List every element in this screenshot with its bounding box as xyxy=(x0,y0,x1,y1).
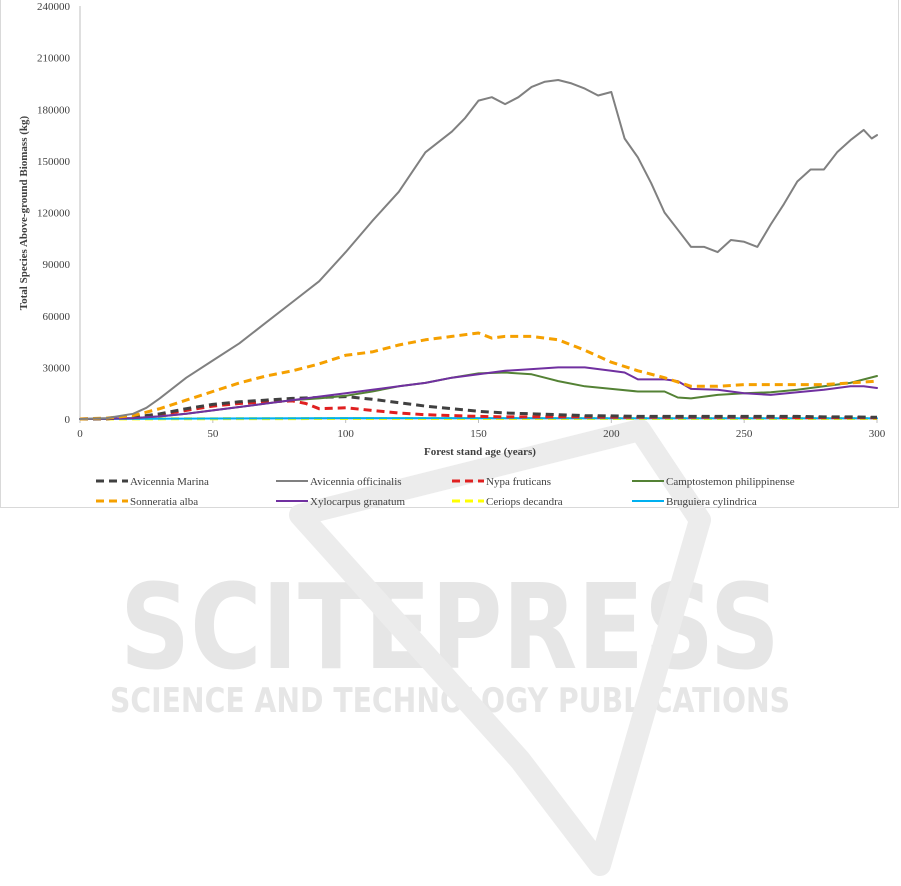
axes: 0 30000 60000 90000 120000 150000 180000 210000… xyxy=(37,1,886,440)
series-line-sonneratia-alba xyxy=(79,331,878,421)
legend: Avicennia Marina Avicennia officinalis Nyp… xyxy=(96,476,795,508)
y-tick-label: 210000 xyxy=(37,53,71,65)
y-tick-label: 120000 xyxy=(37,208,71,220)
legend-label: Xylocarpus granatum xyxy=(310,496,405,508)
watermark-arrow-shape xyxy=(289,419,711,876)
legend-label: Bruguiera cylindrica xyxy=(666,496,757,508)
legend-label: Camptostemon philippinense xyxy=(666,476,795,488)
y-tick-label: 30000 xyxy=(43,362,71,374)
watermark: SCITEPRESS SCIENCE AND TECHNOLOGY PUBLIC… xyxy=(110,419,790,876)
legend-label: Nypa fruticans xyxy=(486,476,551,488)
x-tick-label: 50 xyxy=(207,428,219,440)
series-line-xylocarpus-granatum xyxy=(79,366,878,420)
x-tick-label: 300 xyxy=(869,428,886,440)
y-tick-label: 60000 xyxy=(43,311,71,323)
legend-label: Avicennia Marina xyxy=(130,476,209,488)
series-lines xyxy=(79,79,878,421)
series-line-avicennia-marina xyxy=(79,395,878,421)
y-tick-label: 0 xyxy=(65,414,71,426)
y-tick-label: 240000 xyxy=(37,1,71,13)
legend-label: Ceriops decandra xyxy=(486,496,563,508)
y-axis-title: Total Species Above-ground Biomass (kg) xyxy=(18,115,30,310)
x-tick-label: 0 xyxy=(77,428,83,440)
x-tick-label: 200 xyxy=(603,428,620,440)
chart-frame xyxy=(0,0,899,508)
legend-label: Avicennia officinalis xyxy=(310,476,402,488)
x-tick-label: 150 xyxy=(470,428,487,440)
x-axis-title: Forest stand age (years) xyxy=(424,446,536,458)
series-line-avicennia-officinalis xyxy=(79,79,878,420)
x-tick-label: 250 xyxy=(736,428,753,440)
y-tick-label: 150000 xyxy=(37,156,71,168)
x-tick-label: 100 xyxy=(337,428,354,440)
legend-label: Sonneratia alba xyxy=(130,496,198,508)
y-tick-label: 90000 xyxy=(43,259,71,271)
y-tick-label: 180000 xyxy=(37,104,71,116)
